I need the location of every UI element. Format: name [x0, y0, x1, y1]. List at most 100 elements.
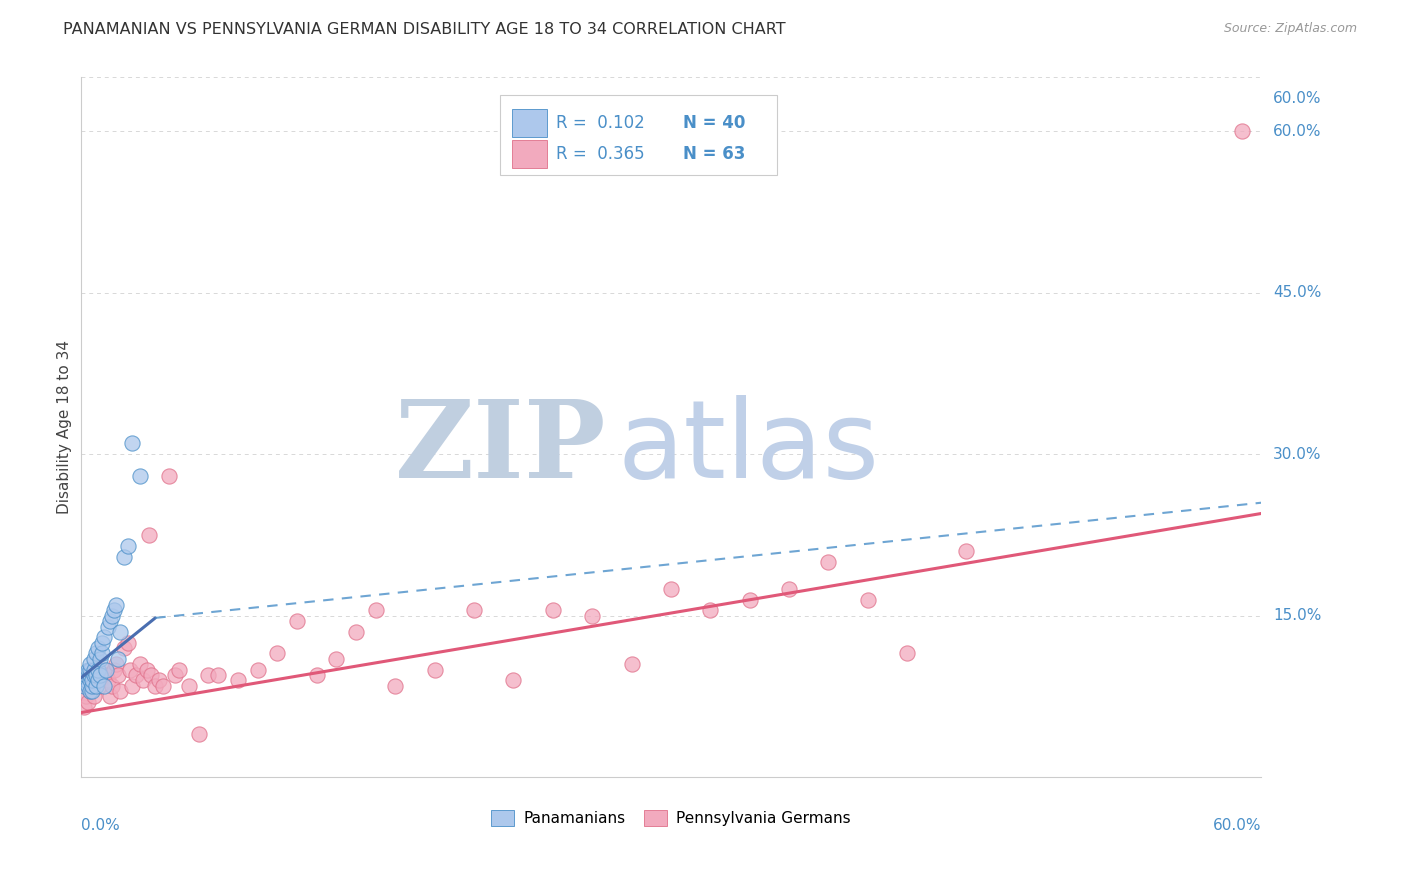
Point: [79, 657, 101, 672]
Point: [101, 679, 124, 693]
Point: [112, 549, 135, 564]
Point: [104, 657, 127, 672]
Point: [73, 679, 96, 693]
Point: [91, 647, 114, 661]
Point: [98, 690, 121, 704]
Point: [856, 592, 879, 607]
Point: [82, 679, 104, 693]
Point: [128, 468, 150, 483]
Point: [83, 668, 105, 682]
Point: [246, 663, 269, 677]
Point: [93, 630, 115, 644]
Text: 45.0%: 45.0%: [1272, 285, 1322, 301]
Text: PANAMANIAN VS PENNSYLVANIA GERMAN DISABILITY AGE 18 TO 34 CORRELATION CHART: PANAMANIAN VS PENNSYLVANIA GERMAN DISABI…: [63, 22, 786, 37]
Point: [423, 663, 446, 677]
Point: [167, 663, 190, 677]
Point: [266, 647, 288, 661]
Text: N = 63: N = 63: [683, 145, 745, 163]
Point: [77, 679, 100, 693]
Point: [108, 624, 131, 639]
Y-axis label: Disability Age 18 to 34: Disability Age 18 to 34: [58, 341, 72, 515]
Point: [75, 668, 97, 682]
Point: [305, 668, 328, 682]
Point: [97, 619, 120, 633]
Point: [87, 663, 110, 677]
Point: [83, 663, 105, 677]
Point: [91, 668, 114, 682]
Point: [128, 657, 150, 672]
Point: [79, 673, 101, 688]
Text: N = 40: N = 40: [683, 114, 745, 132]
Point: [94, 663, 117, 677]
Point: [82, 673, 104, 688]
Text: 60.0%: 60.0%: [1272, 124, 1322, 139]
Point: [89, 652, 111, 666]
Point: [103, 603, 125, 617]
Text: 15.0%: 15.0%: [1272, 608, 1322, 624]
FancyBboxPatch shape: [512, 109, 547, 137]
Point: [581, 608, 603, 623]
Point: [124, 668, 146, 682]
Point: [187, 727, 209, 741]
Point: [87, 641, 110, 656]
Point: [384, 679, 406, 693]
Point: [117, 635, 139, 649]
Point: [197, 668, 219, 682]
Point: [659, 582, 682, 596]
Point: [77, 663, 100, 677]
Point: [132, 673, 155, 688]
FancyBboxPatch shape: [512, 140, 547, 169]
Text: Source: ZipAtlas.com: Source: ZipAtlas.com: [1223, 22, 1357, 36]
Point: [89, 679, 111, 693]
Point: [84, 647, 107, 661]
Text: 0.0%: 0.0%: [80, 818, 120, 833]
Point: [83, 690, 105, 704]
Point: [73, 700, 96, 714]
Point: [89, 668, 111, 682]
Point: [163, 668, 186, 682]
Point: [93, 679, 115, 693]
Text: R =  0.102: R = 0.102: [557, 114, 645, 132]
FancyBboxPatch shape: [499, 95, 778, 176]
Point: [896, 647, 918, 661]
Point: [143, 679, 166, 693]
Point: [285, 614, 308, 628]
Point: [93, 663, 115, 677]
Text: ZIP: ZIP: [395, 395, 606, 501]
Point: [107, 652, 129, 666]
Point: [107, 668, 129, 682]
Point: [104, 598, 127, 612]
Point: [157, 468, 180, 483]
Point: [84, 668, 107, 682]
Point: [79, 668, 101, 682]
Point: [738, 592, 761, 607]
Point: [1230, 124, 1253, 138]
Point: [136, 663, 159, 677]
Point: [75, 690, 97, 704]
Point: [121, 679, 143, 693]
Point: [148, 673, 170, 688]
Text: 30.0%: 30.0%: [1272, 447, 1322, 462]
Point: [463, 603, 485, 617]
Point: [112, 641, 135, 656]
Point: [141, 668, 163, 682]
Text: R =  0.365: R = 0.365: [557, 145, 645, 163]
Point: [118, 663, 141, 677]
Point: [955, 544, 977, 558]
Point: [103, 663, 125, 677]
Point: [152, 679, 174, 693]
Point: [79, 684, 101, 698]
Point: [87, 673, 110, 688]
Legend: Panamanians, Pennsylvania Germans: Panamanians, Pennsylvania Germans: [485, 805, 856, 832]
Point: [98, 614, 121, 628]
Point: [83, 652, 105, 666]
Point: [207, 668, 229, 682]
Point: [817, 555, 839, 569]
Text: atlas: atlas: [617, 395, 880, 501]
Text: 60.0%: 60.0%: [1272, 92, 1322, 106]
Point: [84, 679, 107, 693]
Point: [620, 657, 643, 672]
Point: [84, 679, 107, 693]
Point: [778, 582, 800, 596]
Point: [97, 673, 120, 688]
